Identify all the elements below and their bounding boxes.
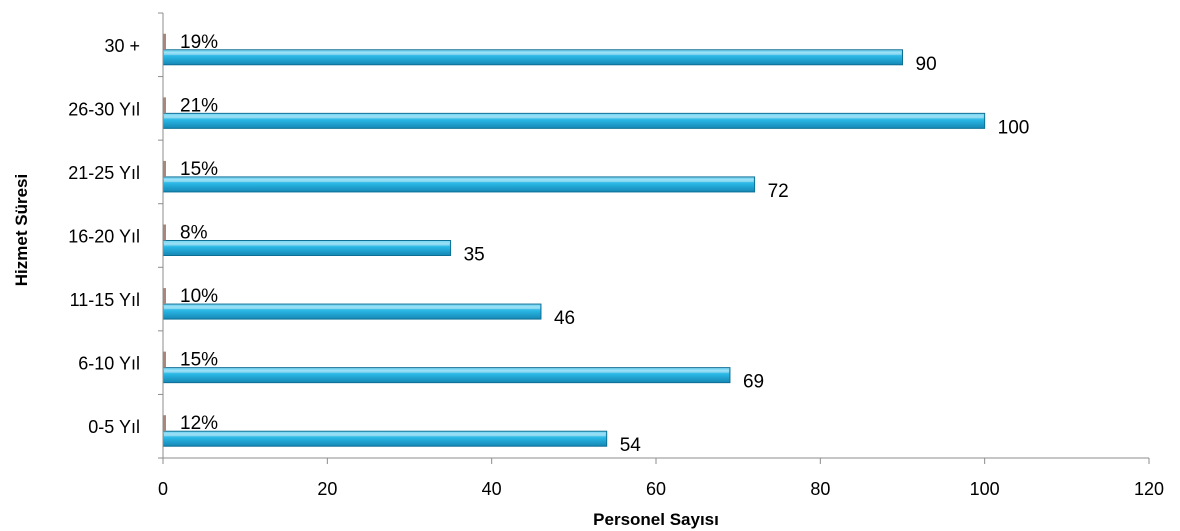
x-axis-title: Personel Sayısı bbox=[593, 510, 719, 529]
axes-layer: 0-5 Yıl 6-10 Yıl 11-15 Yıl 16-20 Yıl 21-25 Y… bbox=[68, 12, 1164, 499]
bar-highlight bbox=[164, 242, 450, 246]
data-label-percent: 15% bbox=[180, 350, 218, 371]
bar-highlight bbox=[164, 51, 902, 55]
bar-highlight bbox=[164, 433, 606, 437]
bar-percent bbox=[163, 224, 166, 241]
y-axis-title: Hizmet Süresi bbox=[12, 174, 31, 286]
data-label-value: 54 bbox=[620, 435, 642, 456]
x-tick-label: 40 bbox=[482, 479, 502, 499]
bar-percent bbox=[163, 351, 166, 368]
data-label-percent: 19% bbox=[180, 32, 218, 53]
x-tick-label: 0 bbox=[158, 479, 168, 499]
bar-highlight bbox=[164, 306, 540, 310]
y-tick-label: 11-15 Yıl bbox=[70, 290, 140, 310]
bar-percent bbox=[163, 97, 166, 114]
data-label-value: 69 bbox=[743, 372, 764, 393]
data-label-percent: 12% bbox=[180, 413, 218, 434]
x-tick-label: 120 bbox=[1134, 479, 1164, 499]
bar-highlight bbox=[164, 115, 984, 119]
bar-percent bbox=[163, 415, 166, 432]
bar-highlight bbox=[164, 178, 754, 182]
marks-layer: 12% 54 15% 69 10% 46 8% 35 15% 72 21% 100 19% 90 bbox=[162, 32, 1030, 456]
x-tick-label: 60 bbox=[646, 479, 666, 499]
y-tick-label: 16-20 Yıl bbox=[68, 227, 140, 247]
x-tick-label: 100 bbox=[970, 479, 1000, 499]
data-label-value: 46 bbox=[554, 308, 575, 329]
data-label-value: 72 bbox=[768, 181, 789, 202]
y-tick-label: 21-25 Yıl bbox=[68, 163, 140, 183]
y-tick-label: 0-5 Yıl bbox=[88, 417, 140, 437]
data-label-value: 35 bbox=[464, 245, 485, 266]
data-label-percent: 8% bbox=[180, 223, 208, 244]
data-label-value: 100 bbox=[998, 117, 1030, 138]
bar-highlight bbox=[164, 369, 729, 373]
data-label-percent: 10% bbox=[180, 286, 218, 307]
data-label-percent: 15% bbox=[180, 159, 218, 180]
bar-percent bbox=[163, 288, 166, 305]
bar-percent bbox=[163, 160, 166, 177]
data-label-value: 90 bbox=[916, 54, 937, 75]
bar-percent bbox=[163, 33, 166, 50]
y-tick-label: 6-10 Yıl bbox=[78, 354, 140, 374]
y-tick-label: 26-30 Yıl bbox=[68, 99, 140, 119]
x-tick-label: 80 bbox=[810, 479, 830, 499]
x-tick-label: 20 bbox=[317, 479, 337, 499]
y-tick-label: 30 + bbox=[104, 36, 140, 56]
data-label-percent: 21% bbox=[180, 95, 218, 116]
